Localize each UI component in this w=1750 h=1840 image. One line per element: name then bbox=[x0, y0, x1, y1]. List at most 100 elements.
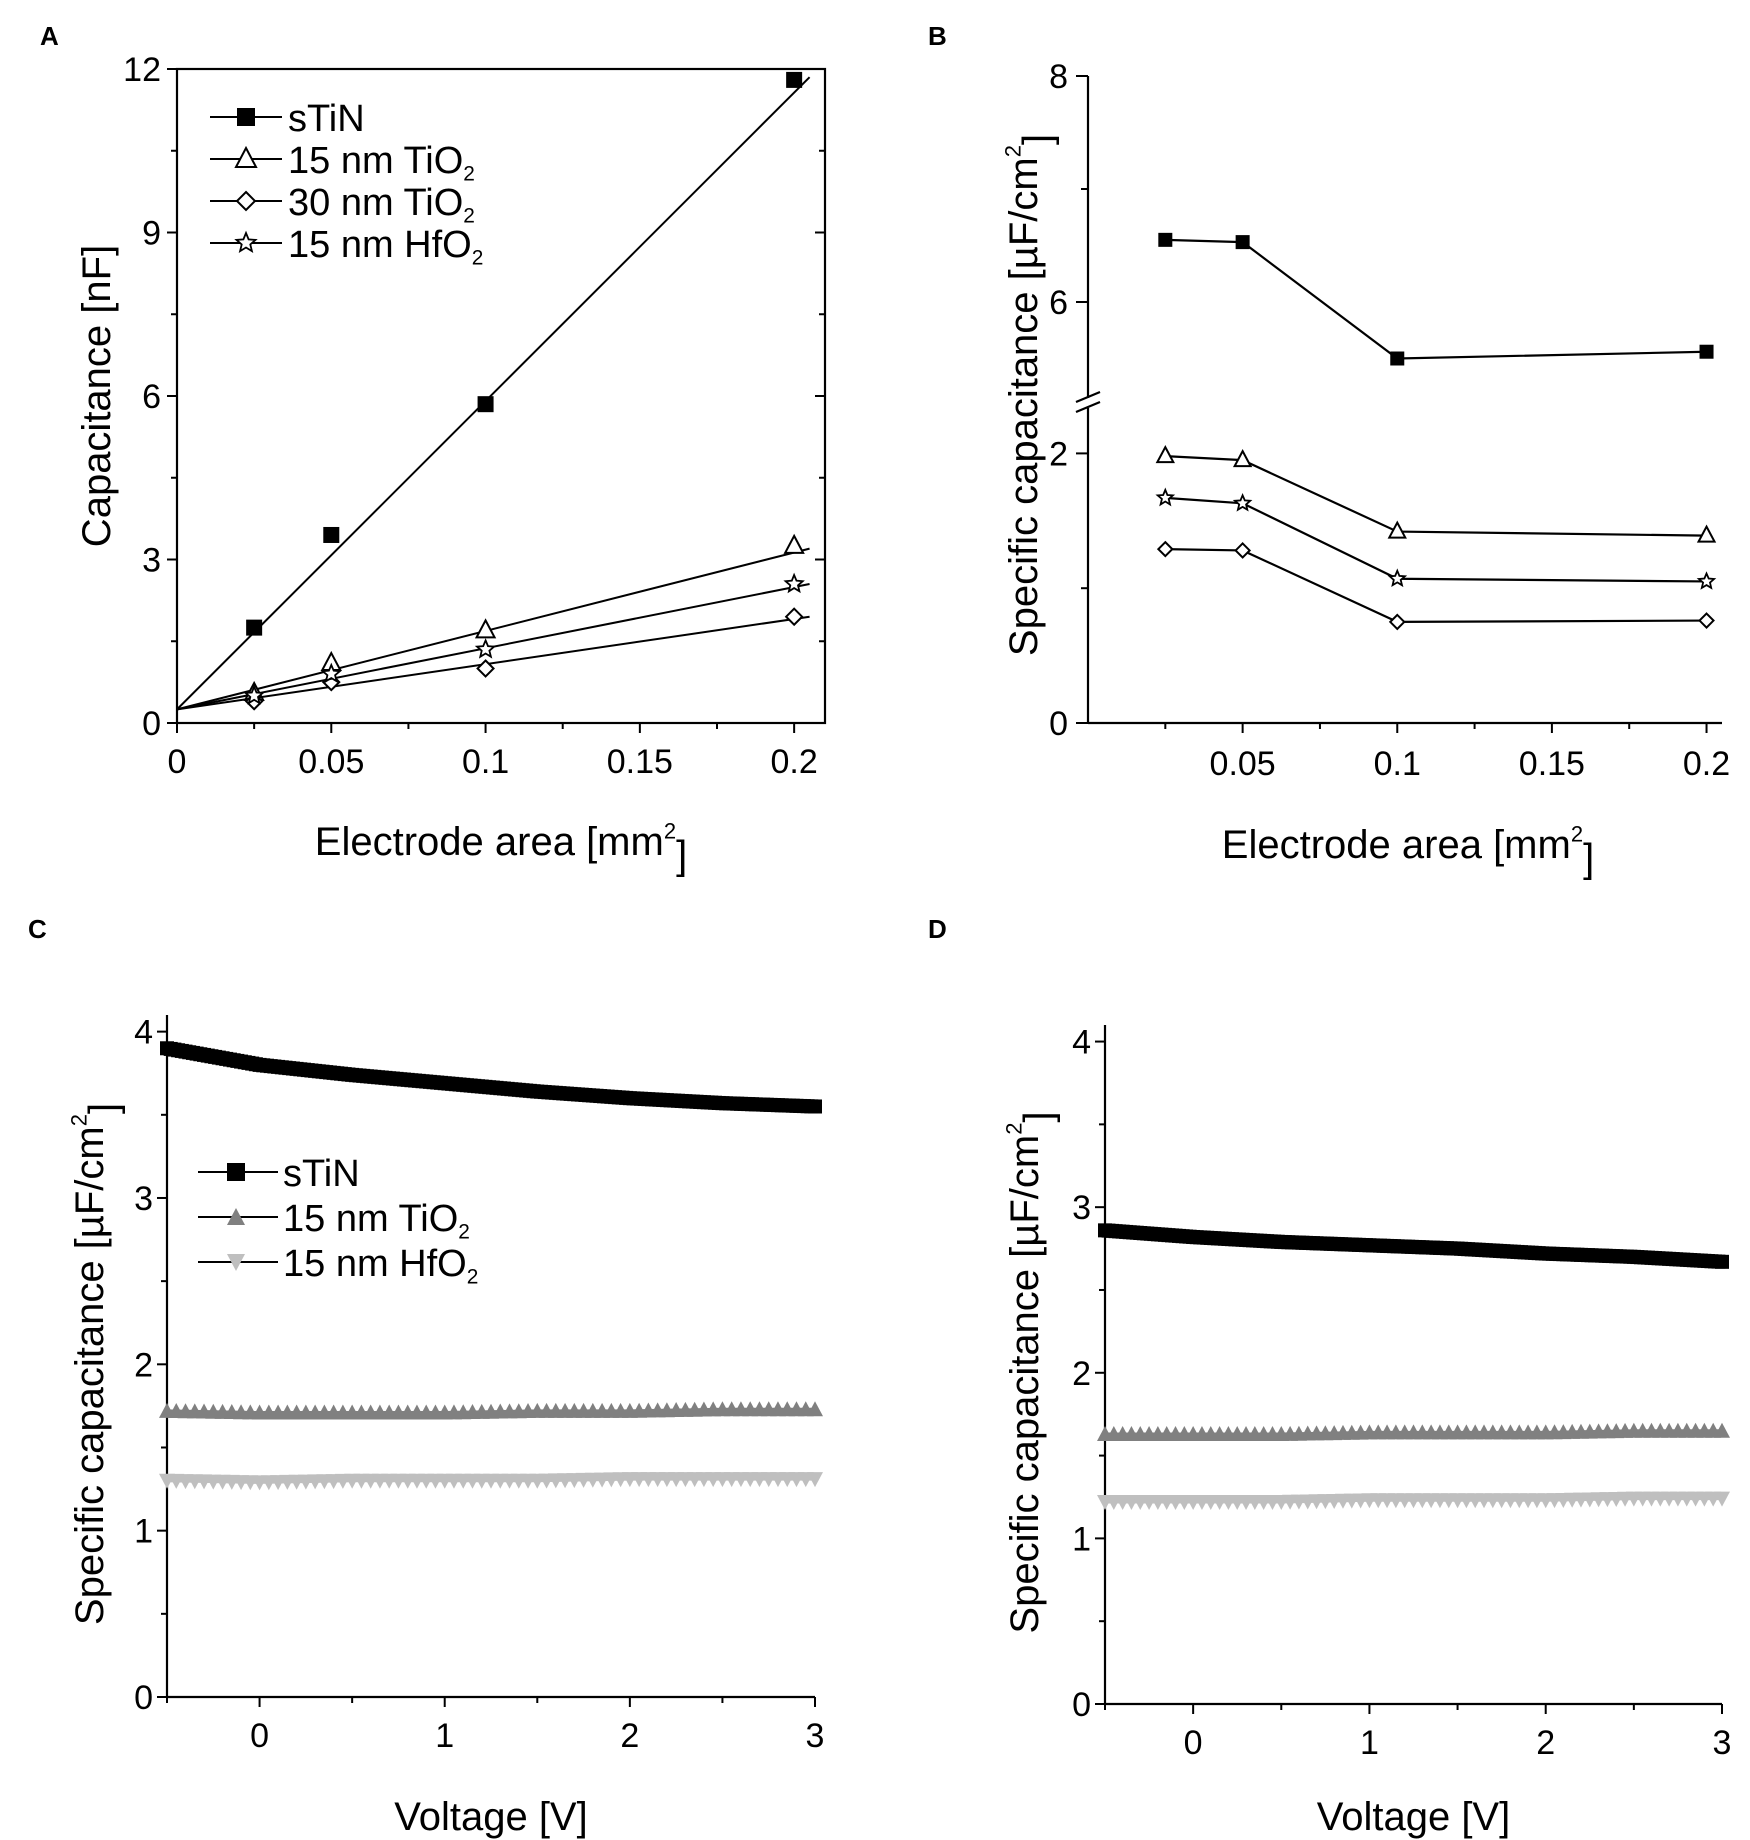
plot-frame-a bbox=[175, 67, 827, 725]
y-tick-label-a: 3 bbox=[142, 542, 161, 580]
x-tick-label-d: 3 bbox=[1713, 1724, 1732, 1762]
legend-marker-15-nm-hfo2 bbox=[227, 1254, 245, 1271]
panel-label-a: A bbox=[40, 21, 59, 51]
panel-label-c: C bbox=[28, 914, 47, 944]
y-axis-label-c: Specific capacitance [µF/cm2​] bbox=[67, 1103, 126, 1625]
legend-label-stin: sTiN bbox=[288, 98, 365, 140]
legend-label-15-nm-tio2: 15 nm TiO2​ bbox=[283, 1198, 470, 1243]
y-tick-label-d: 4 bbox=[1072, 1024, 1091, 1062]
data-point-30-nm-tio2 bbox=[1388, 613, 1406, 631]
data-point-15-nm-tio2 bbox=[1232, 449, 1253, 468]
data-point-15-nm-tio2 bbox=[807, 1401, 823, 1417]
legend-marker-15-nm-tio2 bbox=[234, 145, 258, 168]
legend-marker-15-nm-tio2 bbox=[227, 1208, 245, 1225]
y-axis-label-a: Capacitance [nF] bbox=[75, 245, 119, 547]
data-point-stin bbox=[246, 619, 263, 636]
y-tick-label-d: 3 bbox=[1072, 1189, 1091, 1227]
data-point-30-nm-tio2 bbox=[1698, 612, 1715, 629]
series-line-15-nm-tio2 bbox=[1165, 454, 1707, 537]
data-point-stin bbox=[1390, 351, 1405, 366]
x-tick-label-a: 0 bbox=[168, 743, 187, 781]
legend-label-30-nm-tio2: 30 nm TiO2​ bbox=[288, 182, 475, 227]
y-tick-label-c: 0 bbox=[134, 1679, 153, 1717]
y-tick-label-a: 0 bbox=[142, 705, 161, 743]
data-point-stin bbox=[786, 71, 803, 88]
y-tick-label-b: 8 bbox=[1049, 58, 1068, 96]
panel-label-d: D bbox=[928, 914, 947, 944]
y-tick-label-d: 0 bbox=[1072, 1686, 1091, 1724]
chart-d: D bbox=[928, 914, 947, 944]
series-line-stin bbox=[1165, 238, 1707, 360]
y-tick-label-a: 9 bbox=[142, 215, 161, 253]
legend-marker-stin bbox=[237, 108, 255, 126]
legend-label-15-nm-hfo2: 15 nm HfO2​ bbox=[288, 224, 483, 269]
x-axis-label-b: Electrode area [mm2​] bbox=[1222, 822, 1594, 881]
x-axis-label-d: Voltage [V] bbox=[1317, 1795, 1510, 1839]
x-tick-label-a: 0.1 bbox=[462, 743, 509, 781]
data-point-15-nm-tio2 bbox=[1696, 524, 1717, 543]
data-point-15-nm-hfo2 bbox=[474, 638, 497, 659]
data-point-15-nm-tio2 bbox=[1387, 520, 1407, 539]
y-tick-label-d: 2 bbox=[1072, 1355, 1091, 1393]
y-tick-label-a: 12 bbox=[123, 51, 161, 89]
x-tick-label-b: 0.1 bbox=[1374, 745, 1421, 783]
chart-a: A bbox=[40, 21, 59, 51]
data-point-30-nm-tio2 bbox=[1234, 542, 1252, 559]
series-line-15-nm-hfo2 bbox=[1165, 496, 1707, 583]
x-tick-label-d: 2 bbox=[1536, 1724, 1555, 1762]
data-point-stin bbox=[323, 526, 340, 543]
y-tick-label-b: 6 bbox=[1049, 284, 1068, 322]
data-point-15-nm-hfo2 bbox=[1714, 1491, 1730, 1507]
data-point-15-nm-hfo2 bbox=[243, 684, 265, 705]
data-point-15-nm-hfo2 bbox=[783, 572, 805, 594]
data-point-15-nm-hfo2 bbox=[320, 662, 343, 684]
x-tick-label-b: 0.15 bbox=[1519, 745, 1585, 783]
chart-c: C bbox=[28, 914, 47, 944]
legend-marker-15-nm-hfo2 bbox=[234, 230, 258, 253]
data-point-15-nm-hfo2 bbox=[807, 1472, 823, 1488]
data-point-15-nm-tio2 bbox=[1714, 1422, 1730, 1438]
x-tick-label-c: 0 bbox=[250, 1717, 269, 1755]
data-point-30-nm-tio2 bbox=[1156, 540, 1174, 558]
series-line-30-nm-tio2 bbox=[1165, 548, 1707, 624]
x-tick-label-a: 0.05 bbox=[298, 743, 364, 781]
y-axis-label-b: Specific capacitance [µF/cm2​] bbox=[1001, 134, 1060, 656]
data-point-stin bbox=[477, 396, 494, 413]
data-point-15-nm-hfo2 bbox=[1696, 571, 1717, 590]
x-tick-label-b: 0.2 bbox=[1683, 745, 1730, 783]
data-point-30-nm-tio2 bbox=[784, 607, 804, 627]
x-tick-label-c: 3 bbox=[806, 1717, 825, 1755]
axis-break-mark-b bbox=[1075, 390, 1101, 404]
y-tick-label-c: 1 bbox=[134, 1513, 153, 1551]
data-point-stin bbox=[1699, 344, 1714, 359]
data-point-30-nm-tio2 bbox=[476, 659, 495, 678]
data-point-15-nm-tio2 bbox=[783, 533, 805, 554]
chart-b: B bbox=[928, 21, 947, 51]
y-tick-label-c: 2 bbox=[134, 1346, 153, 1384]
axis-break-mark-b bbox=[1075, 400, 1101, 414]
x-tick-label-a: 0.15 bbox=[607, 743, 673, 781]
y-tick-label-c: 4 bbox=[134, 1014, 153, 1052]
x-axis-label-a: Electrode area [mm2​] bbox=[315, 819, 687, 878]
panel-label-b: B bbox=[928, 21, 947, 51]
data-point-stin bbox=[1235, 235, 1250, 250]
fit-line-15-nm-tio2 bbox=[176, 547, 810, 711]
fit-line-stin bbox=[176, 76, 811, 711]
y-axis-label-d: Specific capacitance [µF/cm2​] bbox=[1002, 1111, 1061, 1633]
x-tick-label-d: 1 bbox=[1360, 1724, 1379, 1762]
x-tick-label-c: 1 bbox=[435, 1717, 454, 1755]
legend-label-15-nm-tio2: 15 nm TiO2​ bbox=[288, 140, 475, 185]
y-tick-label-b: 2 bbox=[1049, 435, 1068, 473]
x-tick-label-d: 0 bbox=[1184, 1724, 1203, 1762]
x-axis-label-c: Voltage [V] bbox=[394, 1795, 587, 1839]
legend-marker-stin bbox=[227, 1163, 245, 1181]
data-point-15-nm-tio2 bbox=[474, 618, 497, 639]
x-tick-label-a: 0.2 bbox=[771, 743, 818, 781]
y-tick-label-c: 3 bbox=[134, 1180, 153, 1218]
data-point-15-nm-hfo2 bbox=[1155, 487, 1176, 507]
legend-marker-30-nm-tio2 bbox=[235, 190, 257, 212]
x-tick-label-c: 2 bbox=[620, 1717, 639, 1755]
y-tick-label-d: 1 bbox=[1072, 1520, 1091, 1558]
data-point-stin bbox=[808, 1099, 822, 1114]
